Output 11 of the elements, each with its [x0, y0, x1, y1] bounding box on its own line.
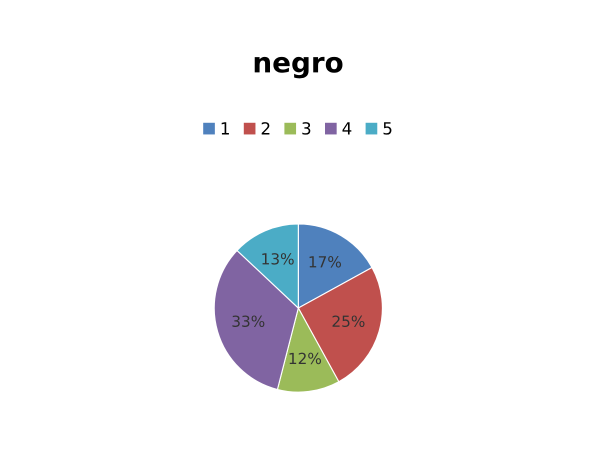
- data-label: 13%: [262, 253, 294, 265]
- data-label: 17%: [310, 256, 341, 268]
- data-label: 33%: [232, 315, 264, 328]
- legend-label: 3: [302, 122, 310, 135]
- legend-label: 1: [222, 122, 229, 134]
- data-label: 25%: [332, 315, 365, 328]
- legend-label: 5: [384, 122, 392, 135]
- data-label: 12%: [290, 352, 321, 364]
- legend-label: 2: [262, 122, 270, 134]
- legend-label: 4: [342, 122, 352, 134]
- chart-title: negro: [254, 56, 342, 78]
